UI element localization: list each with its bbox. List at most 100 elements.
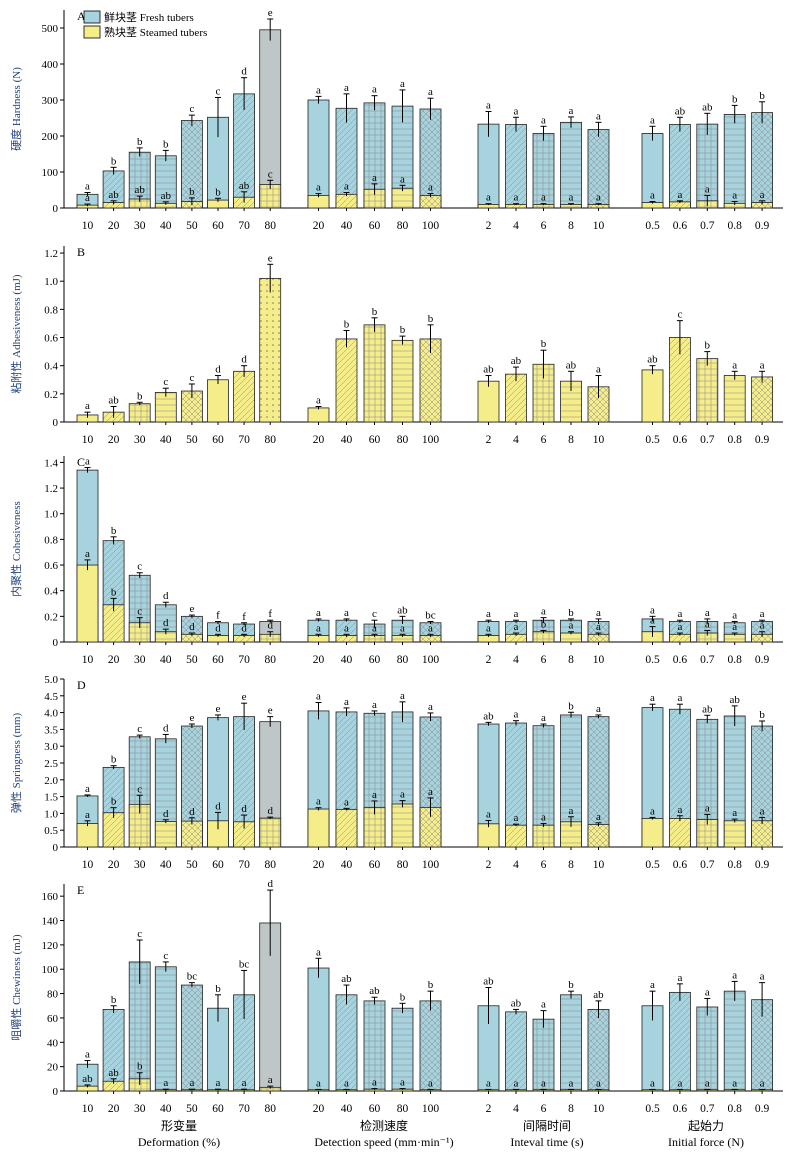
y-tick-label: 1.0 bbox=[44, 276, 58, 288]
significance-label-steamed: a bbox=[596, 811, 601, 823]
significance-label-steamed: a bbox=[344, 181, 349, 193]
significance-label-fresh: a bbox=[344, 607, 349, 619]
significance-label-steamed: a bbox=[514, 192, 519, 204]
x-tick-label: 10 bbox=[593, 859, 605, 871]
significance-label-fresh: ab bbox=[341, 973, 352, 985]
y-tick-label: 0.8 bbox=[44, 534, 58, 546]
y-tick-label: 0.2 bbox=[44, 611, 58, 623]
significance-label-steamed: a bbox=[596, 1077, 601, 1089]
y-tick-label: 4.5 bbox=[44, 691, 58, 703]
significance-label-steamed: b bbox=[372, 306, 378, 318]
x-tick-label: 80 bbox=[264, 434, 276, 446]
y-tick-label: 3.0 bbox=[44, 741, 58, 753]
x-tick-label: 100 bbox=[422, 859, 440, 871]
significance-label-steamed: a bbox=[677, 621, 682, 633]
significance-label-steamed: e bbox=[268, 252, 273, 264]
significance-label-steamed: a bbox=[569, 620, 574, 632]
significance-label-fresh: a bbox=[344, 82, 349, 94]
x-tick-label: 0.7 bbox=[700, 1103, 715, 1115]
x-tick-label: 50 bbox=[186, 859, 198, 871]
x-tick-label: 60 bbox=[369, 220, 381, 232]
significance-label-steamed: a bbox=[514, 812, 519, 824]
significance-label-steamed: a bbox=[569, 805, 574, 817]
legend-steamed-swatch bbox=[83, 25, 101, 39]
significance-label-fresh: a bbox=[541, 999, 546, 1011]
y-tick-label: 1.0 bbox=[44, 509, 58, 521]
x-tick-label: 20 bbox=[313, 654, 325, 666]
bar-steamed bbox=[307, 407, 330, 423]
significance-label-steamed: a bbox=[268, 1074, 273, 1086]
significance-label-steamed: b bbox=[344, 318, 350, 330]
group-title-force-en: Initial force (N) bbox=[668, 1135, 744, 1149]
significance-label-steamed: a bbox=[344, 1077, 349, 1089]
x-tick-label: 40 bbox=[160, 220, 172, 232]
y-axis-label: 粘附性 Adhesiveness (mJ) bbox=[9, 274, 23, 393]
significance-label-steamed: d bbox=[267, 805, 273, 817]
x-tick-label: 70 bbox=[238, 654, 250, 666]
significance-label-fresh: a bbox=[732, 609, 737, 621]
significance-label-fresh: a bbox=[344, 696, 349, 708]
bar-steamed bbox=[363, 324, 386, 423]
significance-label-steamed: a bbox=[596, 364, 601, 376]
significance-label-fresh: a bbox=[596, 110, 601, 122]
y-tick-label: 20 bbox=[47, 1062, 59, 1074]
significance-label-fresh: f bbox=[242, 611, 246, 623]
significance-label-steamed: a bbox=[316, 182, 321, 194]
significance-label-fresh: b bbox=[111, 155, 117, 167]
y-tick-label: 1.4 bbox=[44, 457, 58, 469]
y-tick-label: 140 bbox=[42, 916, 59, 928]
y-tick-label: 0 bbox=[53, 1086, 59, 1098]
x-tick-label: 2 bbox=[486, 220, 492, 232]
panel-D: 0 0.5 1.0 1.5 2.0 2.5 3.0 3.5 4.0 4.5 5.0 弹性 Spring… bbox=[9, 674, 783, 871]
significance-label-fresh: e bbox=[189, 712, 194, 724]
significance-label-steamed: c bbox=[189, 372, 194, 384]
y-tick-label: 100 bbox=[42, 964, 59, 976]
significance-label-steamed: b bbox=[137, 390, 143, 402]
significance-label-steamed: a bbox=[85, 809, 90, 821]
significance-label-steamed: a bbox=[428, 1077, 433, 1089]
x-tick-label: 0.6 bbox=[673, 1103, 688, 1115]
significance-label-steamed: a bbox=[428, 622, 433, 634]
bar-steamed bbox=[76, 564, 99, 643]
x-tick-label: 0.7 bbox=[700, 434, 715, 446]
significance-label-steamed: a bbox=[400, 789, 405, 801]
x-tick-label: 30 bbox=[134, 434, 146, 446]
significance-label-steamed: a bbox=[677, 1077, 682, 1089]
significance-label-steamed: a bbox=[705, 1077, 710, 1089]
significance-label-fresh: a bbox=[316, 84, 321, 96]
bar-steamed bbox=[391, 339, 414, 423]
bar-steamed bbox=[505, 824, 527, 848]
y-tick-label: 1.0 bbox=[44, 808, 58, 820]
x-tick-label: 10 bbox=[593, 1103, 605, 1115]
significance-label-steamed: b bbox=[400, 324, 406, 336]
x-tick-label: 80 bbox=[397, 1103, 409, 1115]
significance-label-steamed: a bbox=[428, 182, 433, 194]
x-tick-label: 60 bbox=[212, 1103, 224, 1115]
significance-label-fresh: a bbox=[316, 946, 321, 958]
significance-label-fresh: ab bbox=[511, 997, 522, 1009]
significance-label-steamed: d bbox=[189, 621, 195, 633]
significance-label-steamed: c bbox=[137, 606, 142, 618]
significance-label-steamed: ab bbox=[135, 184, 146, 196]
group-title-speed-cn: 检测速度 bbox=[360, 1118, 408, 1133]
bar-steamed bbox=[335, 338, 358, 423]
x-tick-label: 4 bbox=[513, 220, 519, 232]
significance-label-steamed: ab bbox=[82, 1073, 93, 1085]
significance-label-steamed: b bbox=[705, 340, 711, 352]
x-tick-label: 2 bbox=[486, 1103, 492, 1115]
y-tick-label: 3.5 bbox=[44, 724, 58, 736]
bar-steamed bbox=[335, 808, 358, 848]
x-tick-label: 80 bbox=[397, 859, 409, 871]
significance-label-fresh: b bbox=[137, 136, 143, 148]
significance-label-fresh: ab bbox=[730, 694, 741, 706]
x-tick-label: 0.7 bbox=[700, 220, 715, 232]
x-tick-label: 6 bbox=[541, 1103, 547, 1115]
x-tick-label: 0.6 bbox=[673, 859, 688, 871]
significance-label-fresh: a bbox=[85, 1049, 90, 1061]
x-tick-label: 100 bbox=[422, 434, 440, 446]
x-tick-label: 100 bbox=[422, 220, 440, 232]
bar-steamed bbox=[154, 821, 177, 848]
group-title-interval-cn: 间隔时间 bbox=[523, 1119, 571, 1133]
significance-label-fresh: a bbox=[316, 607, 321, 619]
bar-steamed bbox=[102, 812, 125, 848]
